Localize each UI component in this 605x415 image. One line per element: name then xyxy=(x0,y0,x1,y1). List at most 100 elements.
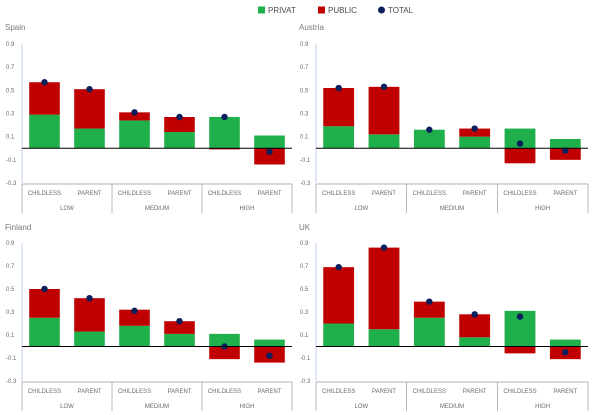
total-point xyxy=(221,113,228,121)
total-point xyxy=(471,311,478,318)
legend-label: PRIVAT xyxy=(268,6,296,15)
bar-public xyxy=(323,267,355,324)
bar-privat xyxy=(413,129,445,149)
category-label: CHILDLESS xyxy=(208,389,241,395)
panel-spain: Spain 0.9 0.7 0.5 0.3 0.1 -0.1 -0.3 CHILDLESS PAR… xyxy=(5,23,293,213)
total-point xyxy=(176,318,183,325)
bar-public xyxy=(209,346,240,360)
category-label: PARENT xyxy=(258,389,282,395)
category-label: PARENT xyxy=(168,389,192,395)
total-point xyxy=(41,285,48,293)
bar-privat xyxy=(29,114,60,149)
y-tick-label: -0.1 xyxy=(6,158,17,164)
total-point xyxy=(516,140,524,147)
category-label: CHILDLESS xyxy=(413,191,446,197)
y-tick-label: -0.1 xyxy=(6,356,17,362)
legend-marker xyxy=(378,6,385,14)
total-point xyxy=(426,126,433,133)
category-label: CHILDLESS xyxy=(413,389,446,395)
total-point xyxy=(562,349,569,356)
bar-privat xyxy=(119,120,150,149)
y-tick-label: 0.3 xyxy=(6,310,15,316)
y-tick-label: 0.5 xyxy=(300,88,309,94)
legend-swatch xyxy=(318,6,325,14)
category-label: CHILDLESS xyxy=(28,389,61,395)
bar-privat xyxy=(29,317,60,347)
category-label: PARENT xyxy=(258,191,282,197)
bar-privat xyxy=(74,128,105,149)
y-tick-label: 0.7 xyxy=(6,264,15,270)
legend-item-public: PUBLIC xyxy=(318,6,357,15)
bar-public xyxy=(323,88,355,127)
bar-privat xyxy=(74,331,105,347)
total-point xyxy=(131,109,138,116)
bar-privat xyxy=(459,136,491,149)
bar-privat xyxy=(164,333,195,347)
total-point xyxy=(380,244,388,251)
bar-privat xyxy=(504,128,536,149)
group-label: LOW xyxy=(60,404,74,410)
chart-panels: Spain 0.9 0.7 0.5 0.3 0.1 -0.1 -0.3 CHILDLESS PAR… xyxy=(5,23,589,411)
bar-privat xyxy=(164,132,195,149)
category-label: PARENT xyxy=(553,389,577,395)
panel-title: UK xyxy=(299,223,311,232)
total-point xyxy=(266,352,273,359)
bar-privat xyxy=(323,323,355,347)
panel-uk: UK 0.9 0.7 0.5 0.3 0.1 -0.1 -0.3 CHILDLESS PARENT… xyxy=(299,223,589,411)
group-label: HIGH xyxy=(240,404,255,410)
category-label: PARENT xyxy=(78,191,102,197)
bar-public xyxy=(74,298,105,332)
group-label: MEDIUM xyxy=(145,206,169,212)
category-label: PARENT xyxy=(463,389,487,395)
y-tick-label: -0.3 xyxy=(300,181,311,187)
bar-public xyxy=(368,86,400,135)
legend-item-privat: PRIVAT xyxy=(258,6,296,15)
group-label: LOW xyxy=(60,206,74,212)
total-point xyxy=(131,307,138,315)
panel-title: Austria xyxy=(299,23,324,32)
bar-public xyxy=(164,116,195,133)
panel-title: Spain xyxy=(5,23,25,32)
y-tick-label: 0.5 xyxy=(6,88,15,94)
group-label: MEDIUM xyxy=(440,206,464,212)
y-tick-label: -0.3 xyxy=(6,181,17,187)
bar-public xyxy=(119,309,150,326)
y-tick-label: -0.3 xyxy=(300,379,311,385)
bar-public xyxy=(459,314,491,338)
y-tick-label: 0.3 xyxy=(300,112,309,118)
bar-privat xyxy=(323,126,355,149)
y-tick-label: 0.5 xyxy=(6,287,15,293)
group-label: HIGH xyxy=(535,206,550,212)
bar-public xyxy=(504,148,536,164)
bar-public xyxy=(74,89,105,129)
legend-label: TOTAL xyxy=(388,6,414,15)
y-tick-label: 0.3 xyxy=(6,112,15,118)
legend-swatch xyxy=(258,6,265,14)
bar-privat xyxy=(459,337,491,347)
total-point xyxy=(335,84,342,92)
bar-privat xyxy=(209,116,240,149)
total-point xyxy=(426,298,433,305)
panel-austria: Austria 0.9 0.7 0.5 0.3 0.1 -0.1 -0.3 CHILDLESS P… xyxy=(299,23,589,213)
bar-privat xyxy=(254,135,285,149)
bar-privat xyxy=(549,138,581,149)
y-tick-label: 0.7 xyxy=(6,65,15,71)
y-tick-label: 0.1 xyxy=(300,135,309,141)
y-tick-label: 0.1 xyxy=(6,135,15,141)
bar-public xyxy=(29,82,60,115)
y-tick-label: 0.7 xyxy=(300,65,309,71)
bar-privat xyxy=(368,134,400,149)
y-tick-label: 0.5 xyxy=(300,287,309,293)
panel-finland: Finland 0.9 0.7 0.5 0.3 0.1 -0.1 -0.3 CHILDLESS P… xyxy=(5,223,293,411)
total-point xyxy=(86,85,93,93)
y-tick-label: 0.9 xyxy=(6,42,15,48)
y-tick-label: 0.1 xyxy=(300,333,309,339)
y-tick-label: 0.9 xyxy=(6,241,15,247)
group-label: MEDIUM xyxy=(440,404,464,410)
bar-privat xyxy=(368,329,400,347)
y-tick-label: 0.9 xyxy=(300,42,309,48)
category-label: CHILDLESS xyxy=(118,389,151,395)
panel-title: Finland xyxy=(5,223,31,232)
bar-public xyxy=(164,321,195,334)
total-point xyxy=(86,295,93,302)
